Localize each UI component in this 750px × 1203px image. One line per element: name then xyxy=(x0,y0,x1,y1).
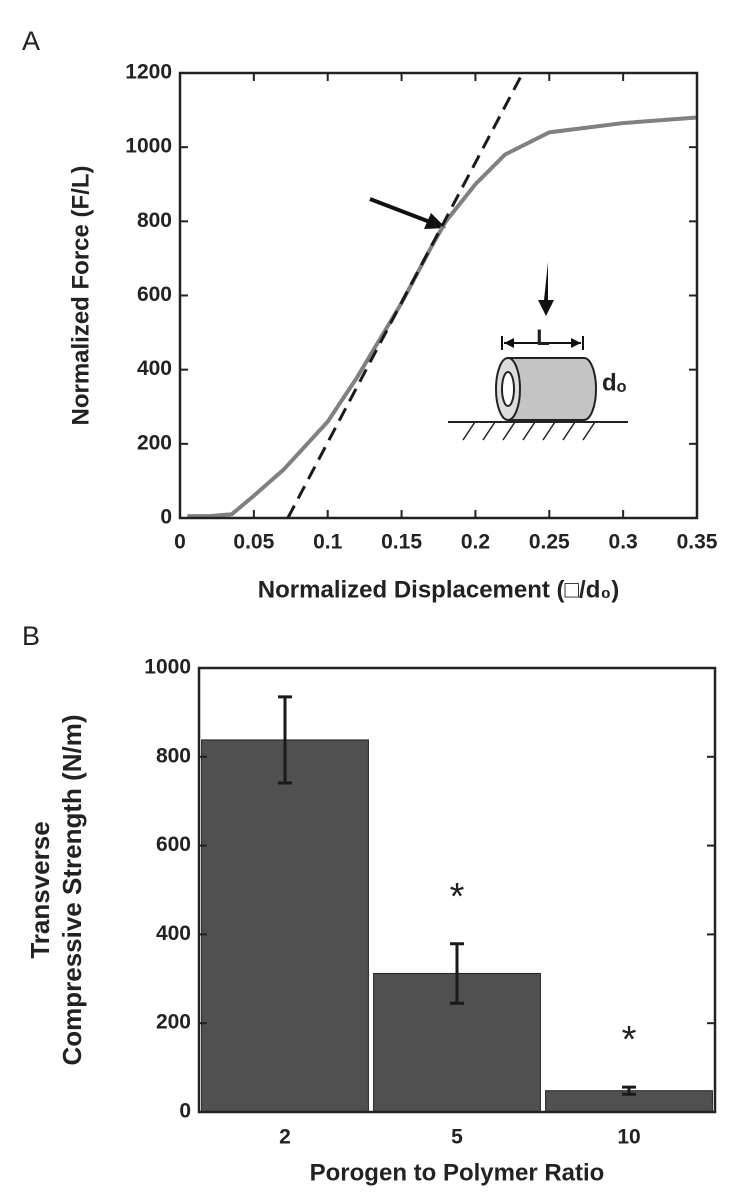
panel-label: A xyxy=(22,26,40,56)
error-bar xyxy=(278,695,292,785)
length-label: L xyxy=(536,325,549,350)
inset-diagram: L dₒ xyxy=(448,262,628,441)
error-bar xyxy=(622,1085,636,1096)
x-tick-label: 10 xyxy=(617,1126,640,1149)
x-tick-label: 0.1 xyxy=(313,531,343,554)
y-axis-label: Compressive Strength (N/m) xyxy=(57,714,87,1065)
plot-frame xyxy=(197,666,717,1114)
y-tick-label: 600 xyxy=(137,283,172,306)
y-axis-label: Transverse xyxy=(25,821,55,958)
x-axis-label: Porogen to Polymer Ratio xyxy=(310,1159,605,1186)
x-axis-label: Normalized Displacement (□/d₀) xyxy=(258,576,619,603)
hatching xyxy=(462,421,596,441)
x-tick-label: 5 xyxy=(451,1126,463,1149)
y-tick-label: 600 xyxy=(156,833,191,856)
y-tick-label: 0 xyxy=(179,1100,191,1123)
cylinder xyxy=(508,357,597,421)
x-tick-label: 0 xyxy=(174,531,186,554)
x-tick-label: 0.2 xyxy=(461,531,490,554)
x-tick-label: 0.3 xyxy=(609,531,638,554)
y-tick-label: 0 xyxy=(160,506,172,529)
significance-marker: * xyxy=(450,876,465,918)
x-tick-label: 0.25 xyxy=(529,531,570,554)
data-line xyxy=(187,115,698,519)
data-line xyxy=(286,72,525,519)
x-tick-label: 0.15 xyxy=(381,531,422,554)
panel-label: B xyxy=(22,621,40,651)
y-tick-label: 1000 xyxy=(125,135,172,158)
y-axis-label: Normalized Force (F/L) xyxy=(67,165,94,425)
y-tick-label: 200 xyxy=(137,431,172,454)
significance-marker: * xyxy=(622,1019,637,1061)
y-tick-label: 400 xyxy=(156,922,191,945)
y-tick-label: 1000 xyxy=(144,656,191,679)
x-tick-label: 2 xyxy=(279,1126,291,1149)
y-tick-label: 400 xyxy=(137,357,172,380)
load-arrow xyxy=(538,262,554,316)
diameter-label: dₒ xyxy=(602,369,627,396)
y-tick-label: 800 xyxy=(137,209,172,232)
x-tick-label: 0.05 xyxy=(233,531,274,554)
y-tick-label: 800 xyxy=(156,744,191,767)
plot-frame xyxy=(178,71,699,520)
y-tick-label: 1200 xyxy=(125,61,172,84)
arrow-shaft xyxy=(369,197,431,224)
cylinder-bore xyxy=(501,371,515,407)
x-tick-label: 0.35 xyxy=(677,531,718,554)
arrow-head xyxy=(424,213,446,229)
y-tick-label: 200 xyxy=(156,1011,191,1034)
bar xyxy=(201,739,369,1113)
pointer-arrow xyxy=(369,197,446,229)
error-bar xyxy=(450,942,464,1005)
